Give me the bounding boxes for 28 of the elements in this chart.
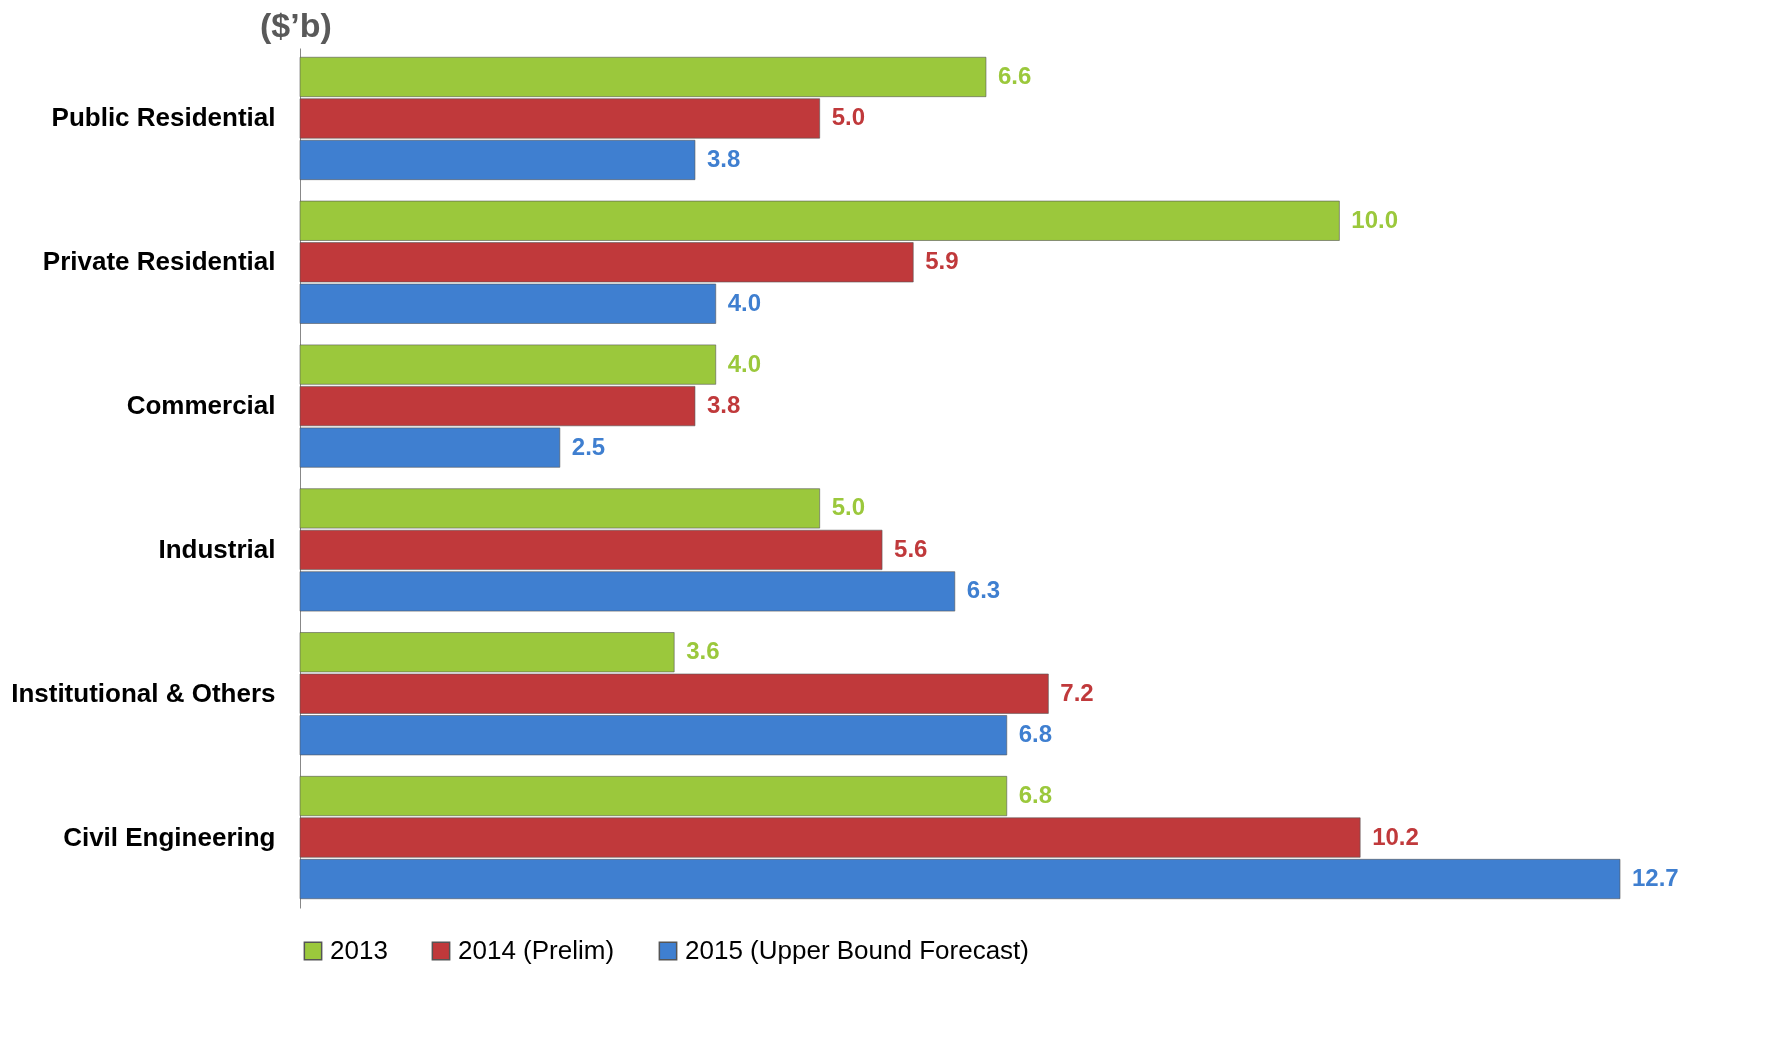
data-label: 3.8 — [706, 391, 741, 419]
y-tick-label: Industrial — [158, 533, 276, 564]
legend-label: 2014 (Prelim) — [458, 935, 615, 965]
data-label: 10.0 — [1351, 205, 1399, 233]
y-tick-label: Public Residential — [51, 102, 276, 133]
chart-title: ($’b) — [260, 6, 332, 44]
data-label: 5.9 — [925, 247, 959, 275]
y-tick-label: Civil Engineering — [63, 821, 276, 852]
legend-label: 2015 (Upper Bound Forecast) — [685, 935, 1029, 965]
y-tick-label: Commercial — [126, 390, 276, 421]
y-tick-label: Private Residential — [42, 246, 276, 277]
legend-label: 2013 — [330, 935, 388, 965]
data-label: 6.3 — [966, 576, 1001, 604]
data-label: 3.8 — [706, 144, 741, 172]
data-label: 5.0 — [831, 493, 866, 521]
data-label: 6.8 — [1018, 781, 1053, 809]
data-label: 7.2 — [1060, 678, 1094, 706]
y-tick-label: Institutional & Others — [11, 677, 276, 708]
data-label: 10.2 — [1372, 822, 1419, 850]
data-label: 2.5 — [571, 432, 606, 460]
data-label: 3.6 — [686, 637, 720, 665]
data-label: 6.6 — [997, 61, 1032, 89]
data-label: 4.0 — [727, 288, 762, 316]
data-label: 4.0 — [727, 349, 762, 377]
data-label: 6.8 — [1018, 720, 1053, 748]
data-label: 12.7 — [1632, 864, 1679, 892]
data-label: 5.6 — [894, 534, 928, 562]
data-label: 5.0 — [831, 103, 866, 131]
